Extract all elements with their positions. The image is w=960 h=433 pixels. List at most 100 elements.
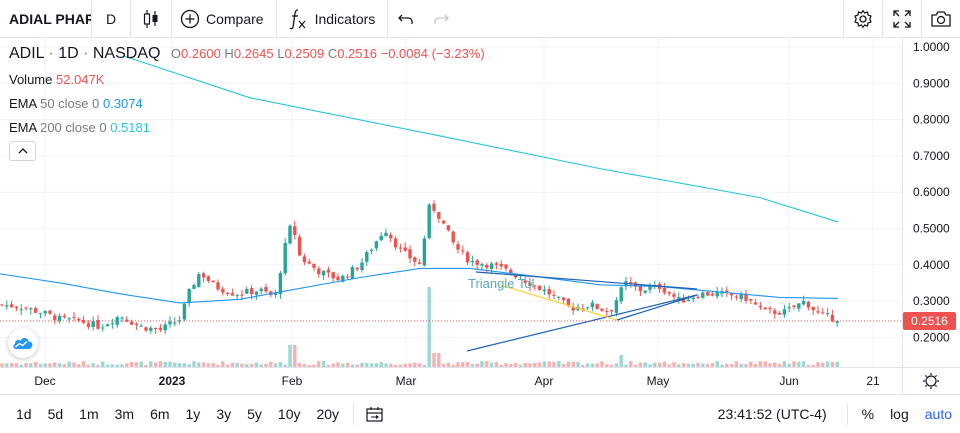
candle-body bbox=[451, 231, 455, 243]
price-axis[interactable]: 1.0000 0.9000 0.8000 0.7000 0.6000 0.5000 0.40… bbox=[913, 40, 950, 344]
range-1m-button[interactable]: 1m bbox=[79, 406, 99, 422]
candle-body bbox=[57, 315, 62, 321]
candle-body bbox=[470, 261, 475, 263]
volume-bar bbox=[201, 362, 206, 367]
clock-timezone[interactable]: 23:41:52 (UTC-4) bbox=[717, 406, 827, 422]
candle-body bbox=[581, 308, 585, 310]
volume-bar bbox=[62, 364, 67, 367]
tradingview-logo[interactable] bbox=[8, 328, 38, 358]
log-scale-toggle[interactable]: log bbox=[890, 406, 909, 422]
chart-type-button[interactable] bbox=[131, 0, 171, 38]
range-1d-button[interactable]: 1d bbox=[16, 406, 32, 422]
gear-icon bbox=[854, 9, 872, 29]
volume-bar bbox=[720, 364, 724, 367]
auto-scale-toggle[interactable]: auto bbox=[924, 406, 952, 422]
candle-body bbox=[259, 288, 263, 292]
settings-button[interactable] bbox=[843, 0, 882, 38]
candle-body bbox=[638, 286, 643, 292]
volume-bar bbox=[115, 364, 119, 367]
candle-body bbox=[187, 288, 191, 304]
candle-body bbox=[725, 290, 729, 293]
volume-bar bbox=[101, 361, 105, 367]
volume-bar bbox=[413, 362, 417, 367]
undo-button[interactable] bbox=[388, 0, 423, 38]
toolbar-divider bbox=[171, 0, 172, 38]
volume-bar bbox=[677, 364, 681, 367]
candle-body bbox=[341, 275, 345, 282]
volume-bar bbox=[638, 362, 643, 367]
volume-bar bbox=[321, 361, 326, 367]
fullscreen-button[interactable] bbox=[882, 0, 921, 38]
volume-bar bbox=[624, 364, 628, 367]
legend-collapse-button[interactable] bbox=[9, 141, 36, 161]
go-to-date-button[interactable] bbox=[360, 395, 390, 433]
candle-body bbox=[0, 304, 4, 306]
candle-body bbox=[552, 294, 556, 296]
range-selector: 1d 5d 1m 3m 6m 1y 3y 5y 10y 20y bbox=[0, 406, 347, 422]
range-5d-button[interactable]: 5d bbox=[47, 406, 64, 422]
compare-button[interactable]: Compare bbox=[172, 0, 276, 38]
volume-bar bbox=[192, 361, 196, 367]
candle-body bbox=[446, 225, 451, 231]
candle-body bbox=[5, 305, 9, 307]
volume-bar bbox=[264, 363, 268, 367]
ema50-legend[interactable]: EMA 50 close 0 0.3074 bbox=[9, 96, 143, 111]
candle-body bbox=[830, 314, 835, 321]
triangle-drawing[interactable]: Triangle Tol bbox=[466, 271, 698, 352]
candle-body bbox=[355, 267, 359, 270]
volume-bar bbox=[33, 361, 38, 367]
candle-body bbox=[441, 220, 446, 224]
candle-body bbox=[456, 244, 460, 250]
candle-body bbox=[307, 261, 311, 264]
volume-bar bbox=[57, 363, 62, 367]
range-1y-button[interactable]: 1y bbox=[185, 406, 201, 422]
volume-bar bbox=[96, 364, 100, 367]
candle-body bbox=[38, 313, 43, 315]
volume-bar bbox=[686, 363, 691, 367]
fx-icon bbox=[289, 8, 306, 29]
toolbar-divider bbox=[91, 0, 92, 38]
time-axis[interactable]: Dec 2023 Feb Mar Apr May Jun 21 bbox=[34, 374, 880, 388]
range-5y-button[interactable]: 5y bbox=[247, 406, 262, 422]
candle-body bbox=[139, 325, 143, 327]
snapshot-button[interactable] bbox=[921, 0, 960, 38]
candle-body bbox=[413, 257, 417, 262]
candle-body bbox=[696, 296, 700, 298]
range-10y-button[interactable]: 10y bbox=[277, 406, 301, 422]
volume-bar bbox=[681, 363, 686, 367]
candle-body bbox=[801, 300, 806, 305]
volume-bar bbox=[566, 361, 571, 367]
volume-bar bbox=[307, 364, 311, 367]
volume-bar bbox=[360, 362, 364, 367]
range-20y-button[interactable]: 20y bbox=[316, 406, 340, 422]
interval-button[interactable]: D bbox=[105, 10, 117, 27]
volume-bar bbox=[341, 363, 345, 367]
price-chart[interactable]: Triangle Tol 1.0000 0.9000 0.8000 0.7000 0.6… bbox=[0, 38, 960, 394]
percent-scale-toggle[interactable]: % bbox=[861, 406, 875, 422]
range-3y-button[interactable]: 3y bbox=[216, 406, 232, 422]
fullscreen-icon bbox=[893, 10, 911, 28]
candle-body bbox=[221, 288, 225, 293]
volume-bar bbox=[129, 361, 134, 367]
range-3m-button[interactable]: 3m bbox=[114, 406, 135, 422]
candle-body bbox=[773, 310, 777, 314]
range-6m-button[interactable]: 6m bbox=[150, 406, 170, 422]
indicators-button[interactable]: Indicators bbox=[277, 0, 388, 38]
time-tick-label: Mar bbox=[396, 374, 417, 388]
ema200-legend[interactable]: EMA 200 close 0 0.5181 bbox=[9, 120, 150, 135]
candle-body bbox=[254, 291, 259, 295]
redo-button[interactable] bbox=[423, 0, 458, 38]
symbol-search[interactable]: ADIAL PHAR bbox=[9, 10, 91, 27]
volume-legend[interactable]: Volume 52.047K bbox=[9, 72, 104, 87]
volume-bars bbox=[0, 287, 839, 367]
axis-settings-button[interactable] bbox=[923, 373, 939, 389]
candle-body bbox=[249, 288, 254, 295]
volume-bar bbox=[816, 362, 820, 367]
candle-body bbox=[182, 303, 187, 320]
toolbar-divider bbox=[275, 0, 277, 38]
candle-body bbox=[101, 327, 105, 329]
candle-body bbox=[216, 282, 220, 290]
top-toolbar: ADIAL PHAR D Compare Indicators bbox=[0, 0, 960, 38]
candle-body bbox=[437, 212, 441, 219]
volume-bar bbox=[86, 364, 91, 367]
